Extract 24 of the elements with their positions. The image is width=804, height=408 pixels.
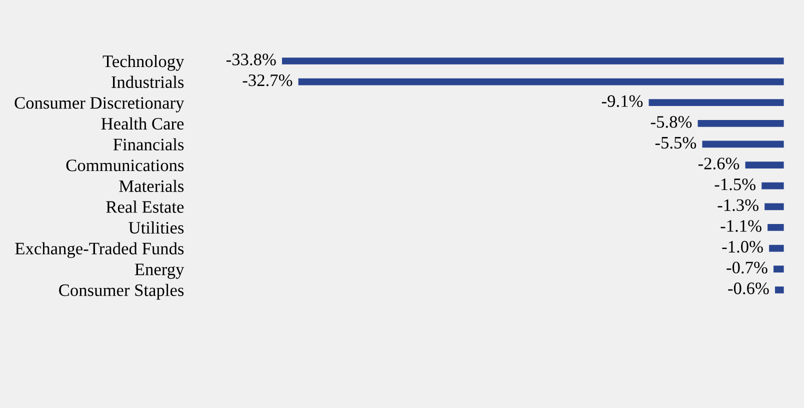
y-tick-label: Materials [119,180,184,192]
data-label: -0.7% [726,262,768,274]
y-tick-label: Industrials [112,76,184,88]
data-label: -1.3% [718,199,758,212]
data-label: -2.6% [698,158,740,170]
data-label: -32.7% [242,74,292,86]
y-tick-label: Exchange-Traded Funds [15,242,184,258]
data-label: -1.5% [714,178,756,190]
y-tick-label: Consumer Staples [59,284,184,300]
data-label: -1.0% [722,240,763,253]
data-label: -5.8% [650,116,692,128]
data-label: -9.1% [602,95,643,108]
y-tick-label: Communications [66,160,184,172]
data-label: -1.1% [720,220,762,232]
data-label: -0.6% [728,282,769,294]
y-tick-label: Financials [113,138,184,150]
y-tick-label: Health Care [101,117,184,130]
y-tick-label: Consumer Discretionary [14,97,184,112]
y-tick-label: Energy [134,264,184,279]
data-label: -33.8% [226,54,276,66]
y-tick-label: Technology [102,54,184,71]
y-tick-label: Real Estate [106,200,184,213]
data-label: -5.5% [655,136,696,149]
y-tick-label: Utilities [128,221,184,234]
